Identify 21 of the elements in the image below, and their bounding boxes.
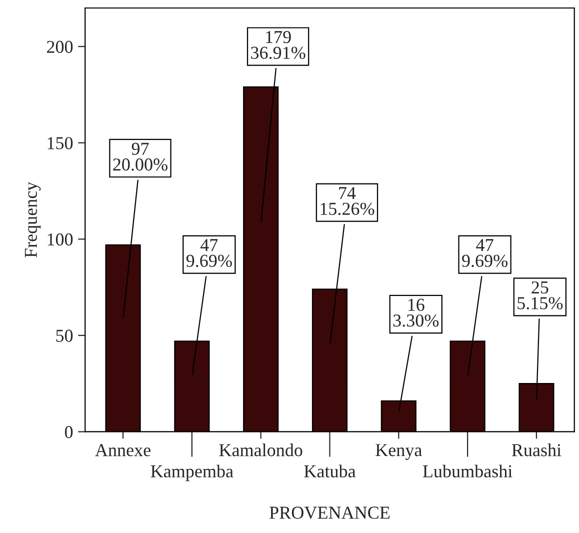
data-label: 179 36.91%	[251, 31, 306, 59]
data-label: 97 20.00%	[113, 142, 168, 171]
y-tick-label: 0	[64, 426, 73, 438]
x-tick-label: Kenya	[376, 444, 422, 460]
x-tick-label: Ruashi	[512, 444, 562, 456]
data-label: 47 9.69%	[186, 239, 232, 268]
y-tick-label: 100	[48, 233, 73, 246]
y-axis-title: Frequency	[24, 182, 41, 258]
x-tick-label: Katuba	[304, 464, 356, 478]
x-axis-title: PROVENANCE	[270, 506, 390, 519]
y-tick-label: 200	[47, 40, 73, 53]
x-tick-label: Lubumbashi	[422, 464, 512, 478]
y-tick-label: 50	[56, 330, 73, 342]
data-label: 47 9.69%	[462, 239, 508, 268]
x-tick-label: Annexe	[95, 444, 150, 456]
x-tick-label: Kampemba	[150, 464, 234, 482]
x-tick-label: Kamalondo	[219, 444, 302, 456]
data-label: 74 15.26%	[320, 187, 374, 215]
data-label: 25 5.15%	[518, 281, 563, 310]
y-tick-label: 150	[48, 137, 73, 150]
data-label: 16 3.30%	[393, 298, 439, 327]
